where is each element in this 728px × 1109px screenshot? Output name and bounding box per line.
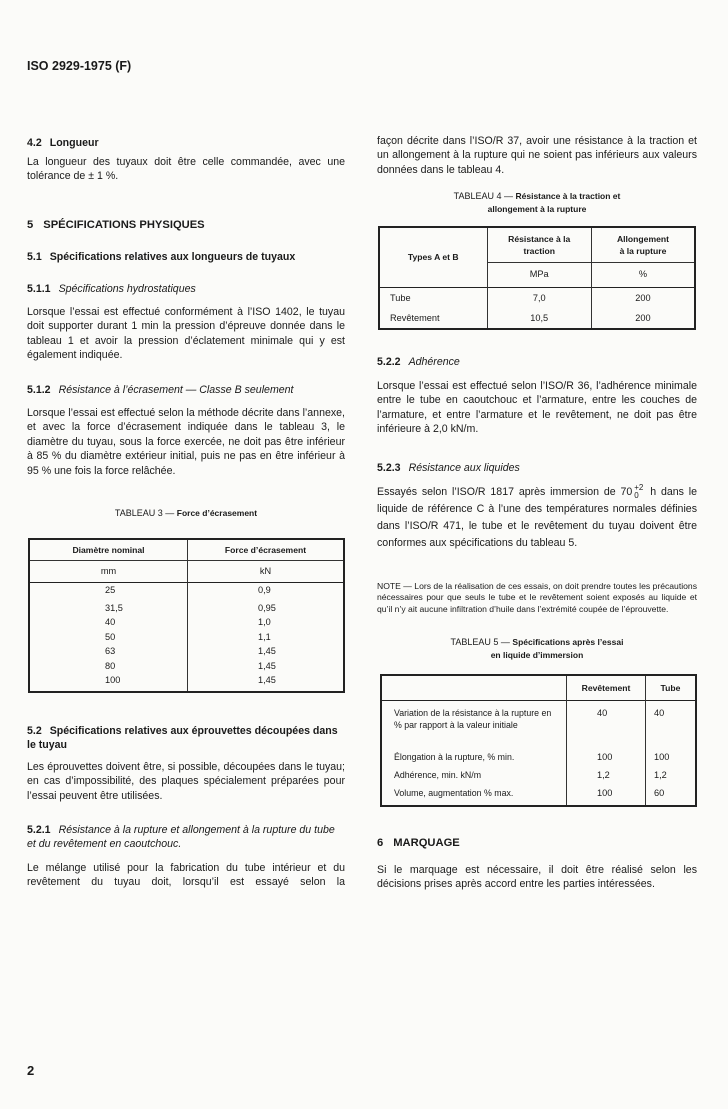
- table-cell: Variation de la résistance à la rupture …: [381, 700, 567, 748]
- table-row: Adhérence, min. kN/m 1,2 1,2: [381, 766, 696, 784]
- table-cell: Adhérence, min. kN/m: [381, 766, 567, 784]
- heading-5: 5 SPÉCIFICATIONS PHYSIQUES: [27, 219, 205, 231]
- table-row: 25 0,9: [29, 582, 344, 601]
- table-cell: Élongation à la rupture, % min.: [381, 748, 567, 766]
- table-cell: 25: [29, 582, 188, 601]
- table5-caption: TABLEAU 5 — Spécifications après l’essai…: [450, 637, 624, 660]
- table-cell: 100: [566, 748, 646, 766]
- table-cell: 1,2: [566, 766, 646, 784]
- table-cell: 60: [654, 788, 665, 798]
- table4-caption: TABLEAU 4 — Résistance à la traction et a…: [453, 191, 621, 214]
- table-cell: Revêtement: [379, 309, 488, 329]
- paragraph-5-1-2: Lorsque l’essai est effectué selon la mé…: [27, 407, 345, 477]
- tolerance: +2 0: [634, 483, 644, 501]
- table-cell: 1,1: [258, 631, 271, 642]
- table-cell: 7,0: [487, 287, 592, 309]
- table-cell: 1,45: [258, 646, 276, 657]
- table4-header: Allongement à la rupture: [616, 233, 669, 256]
- table4-header: Types A et B: [379, 227, 488, 287]
- table-row: 40 1,0: [29, 615, 344, 630]
- table5-header: Revêtement: [566, 675, 646, 700]
- heading-6: 6 MARQUAGE: [377, 837, 460, 849]
- paragraph-4-2: La longueur des tuyaux doit être celle c…: [27, 156, 345, 183]
- note: NOTE — Lors de la réalisation de ces ess…: [377, 581, 697, 614]
- table-cell: 100: [654, 752, 670, 762]
- paragraph-5-2-1-continued: façon décrite dans l’ISO/R 37, avoir une…: [377, 135, 697, 176]
- table-cell: 0,95: [258, 603, 276, 613]
- paragraph-6: Si le marquage est nécessaire, il doit ê…: [377, 864, 697, 891]
- table-5: Revêtement Tube Variation de la résistan…: [380, 674, 697, 807]
- table-3: Diamètre nominal Force d’écrasement mm k…: [28, 538, 345, 694]
- table-cell: 1,45: [258, 675, 276, 686]
- table4-unit: %: [638, 269, 648, 280]
- heading-4-2: 4.2 Longueur: [27, 137, 99, 149]
- table-4: Types A et B Résistance à la traction Al…: [378, 226, 696, 330]
- document-header: ISO 2929-1975 (F): [27, 59, 132, 73]
- table-cell: 1,2: [654, 770, 667, 780]
- table-row: Variation de la résistance à la rupture …: [381, 700, 696, 748]
- table-cell: 0,9: [258, 584, 271, 595]
- table-cell: 1,45: [258, 660, 276, 671]
- table-cell: 40: [654, 707, 665, 718]
- table-cell: Volume, augmentation % max.: [381, 784, 567, 806]
- table-row: 50 1,1: [29, 629, 344, 645]
- table-cell: Tube: [379, 287, 488, 309]
- table-cell: 100: [29, 673, 188, 693]
- paragraph-5-2-1: Le mélange utilisé pour la fabrication d…: [27, 862, 345, 889]
- table5-header: Tube: [660, 682, 681, 693]
- table3-unit: kN: [259, 565, 272, 576]
- table-cell: 31,5: [29, 601, 188, 616]
- table-row: Élongation à la rupture, % min. 100 100: [381, 748, 696, 766]
- table-cell: 40: [29, 615, 188, 630]
- table4-unit: MPa: [487, 262, 592, 287]
- table-cell: 200: [635, 293, 651, 304]
- heading-5-1-2: 5.1.2 Résistance à l’écrasement — Classe …: [27, 384, 294, 396]
- table-row: 31,5 0,95: [29, 601, 344, 616]
- heading-5-2-2: 5.2.2 Adhérence: [377, 356, 460, 368]
- table3-header: Force d’écrasement: [224, 544, 307, 555]
- table-row: 63 1,45: [29, 644, 344, 659]
- table-cell: 40: [566, 700, 646, 748]
- table-cell: 50: [29, 629, 188, 645]
- table-cell: 63: [29, 644, 188, 659]
- table-cell: 10,5: [487, 309, 592, 329]
- table-cell: 200: [635, 313, 651, 324]
- paragraph-5-2-2: Lorsque l’essai est effectué selon l’ISO…: [377, 380, 697, 436]
- paragraph-5-2-3: Essayés selon l’ISO/R 1817 après immersi…: [377, 483, 697, 549]
- table-row: Revêtement 10,5 200: [379, 309, 695, 329]
- table-row: Tube 7,0 200: [379, 287, 695, 309]
- table3-caption: TABLEAU 3 — Force d’écrasement: [114, 508, 258, 518]
- table-cell: 1,0: [258, 617, 271, 628]
- heading-5-1: 5.1 Spécifications relatives aux longueur…: [27, 251, 296, 263]
- paragraph-5-2: Les éprouvettes doivent être, si possibl…: [27, 761, 345, 802]
- table5-header: [381, 675, 567, 700]
- heading-5-2-3: 5.2.3 Résistance aux liquides: [377, 462, 520, 474]
- paragraph-5-1-1: Lorsque l’essai est effectué conformémen…: [27, 306, 345, 362]
- table4-header: Résistance à la traction: [487, 227, 592, 262]
- table-row: 100 1,45: [29, 673, 344, 693]
- heading-5-2-1: 5.2.1 Résistance à la rupture et allongem…: [27, 824, 335, 851]
- table-row: Volume, augmentation % max. 100 60: [381, 784, 696, 806]
- table-row: 80 1,45: [29, 658, 344, 674]
- heading-5-1-1: 5.1.1 Spécifications hydrostatiques: [27, 283, 196, 295]
- table-cell: 80: [29, 658, 188, 674]
- table-cell: 100: [566, 784, 646, 806]
- page-number: 2: [27, 1063, 35, 1078]
- table3-header: Diamètre nominal: [29, 539, 188, 560]
- table3-unit: mm: [29, 560, 188, 582]
- heading-5-2: 5.2 Spécifications relatives aux éprouvet…: [27, 725, 338, 752]
